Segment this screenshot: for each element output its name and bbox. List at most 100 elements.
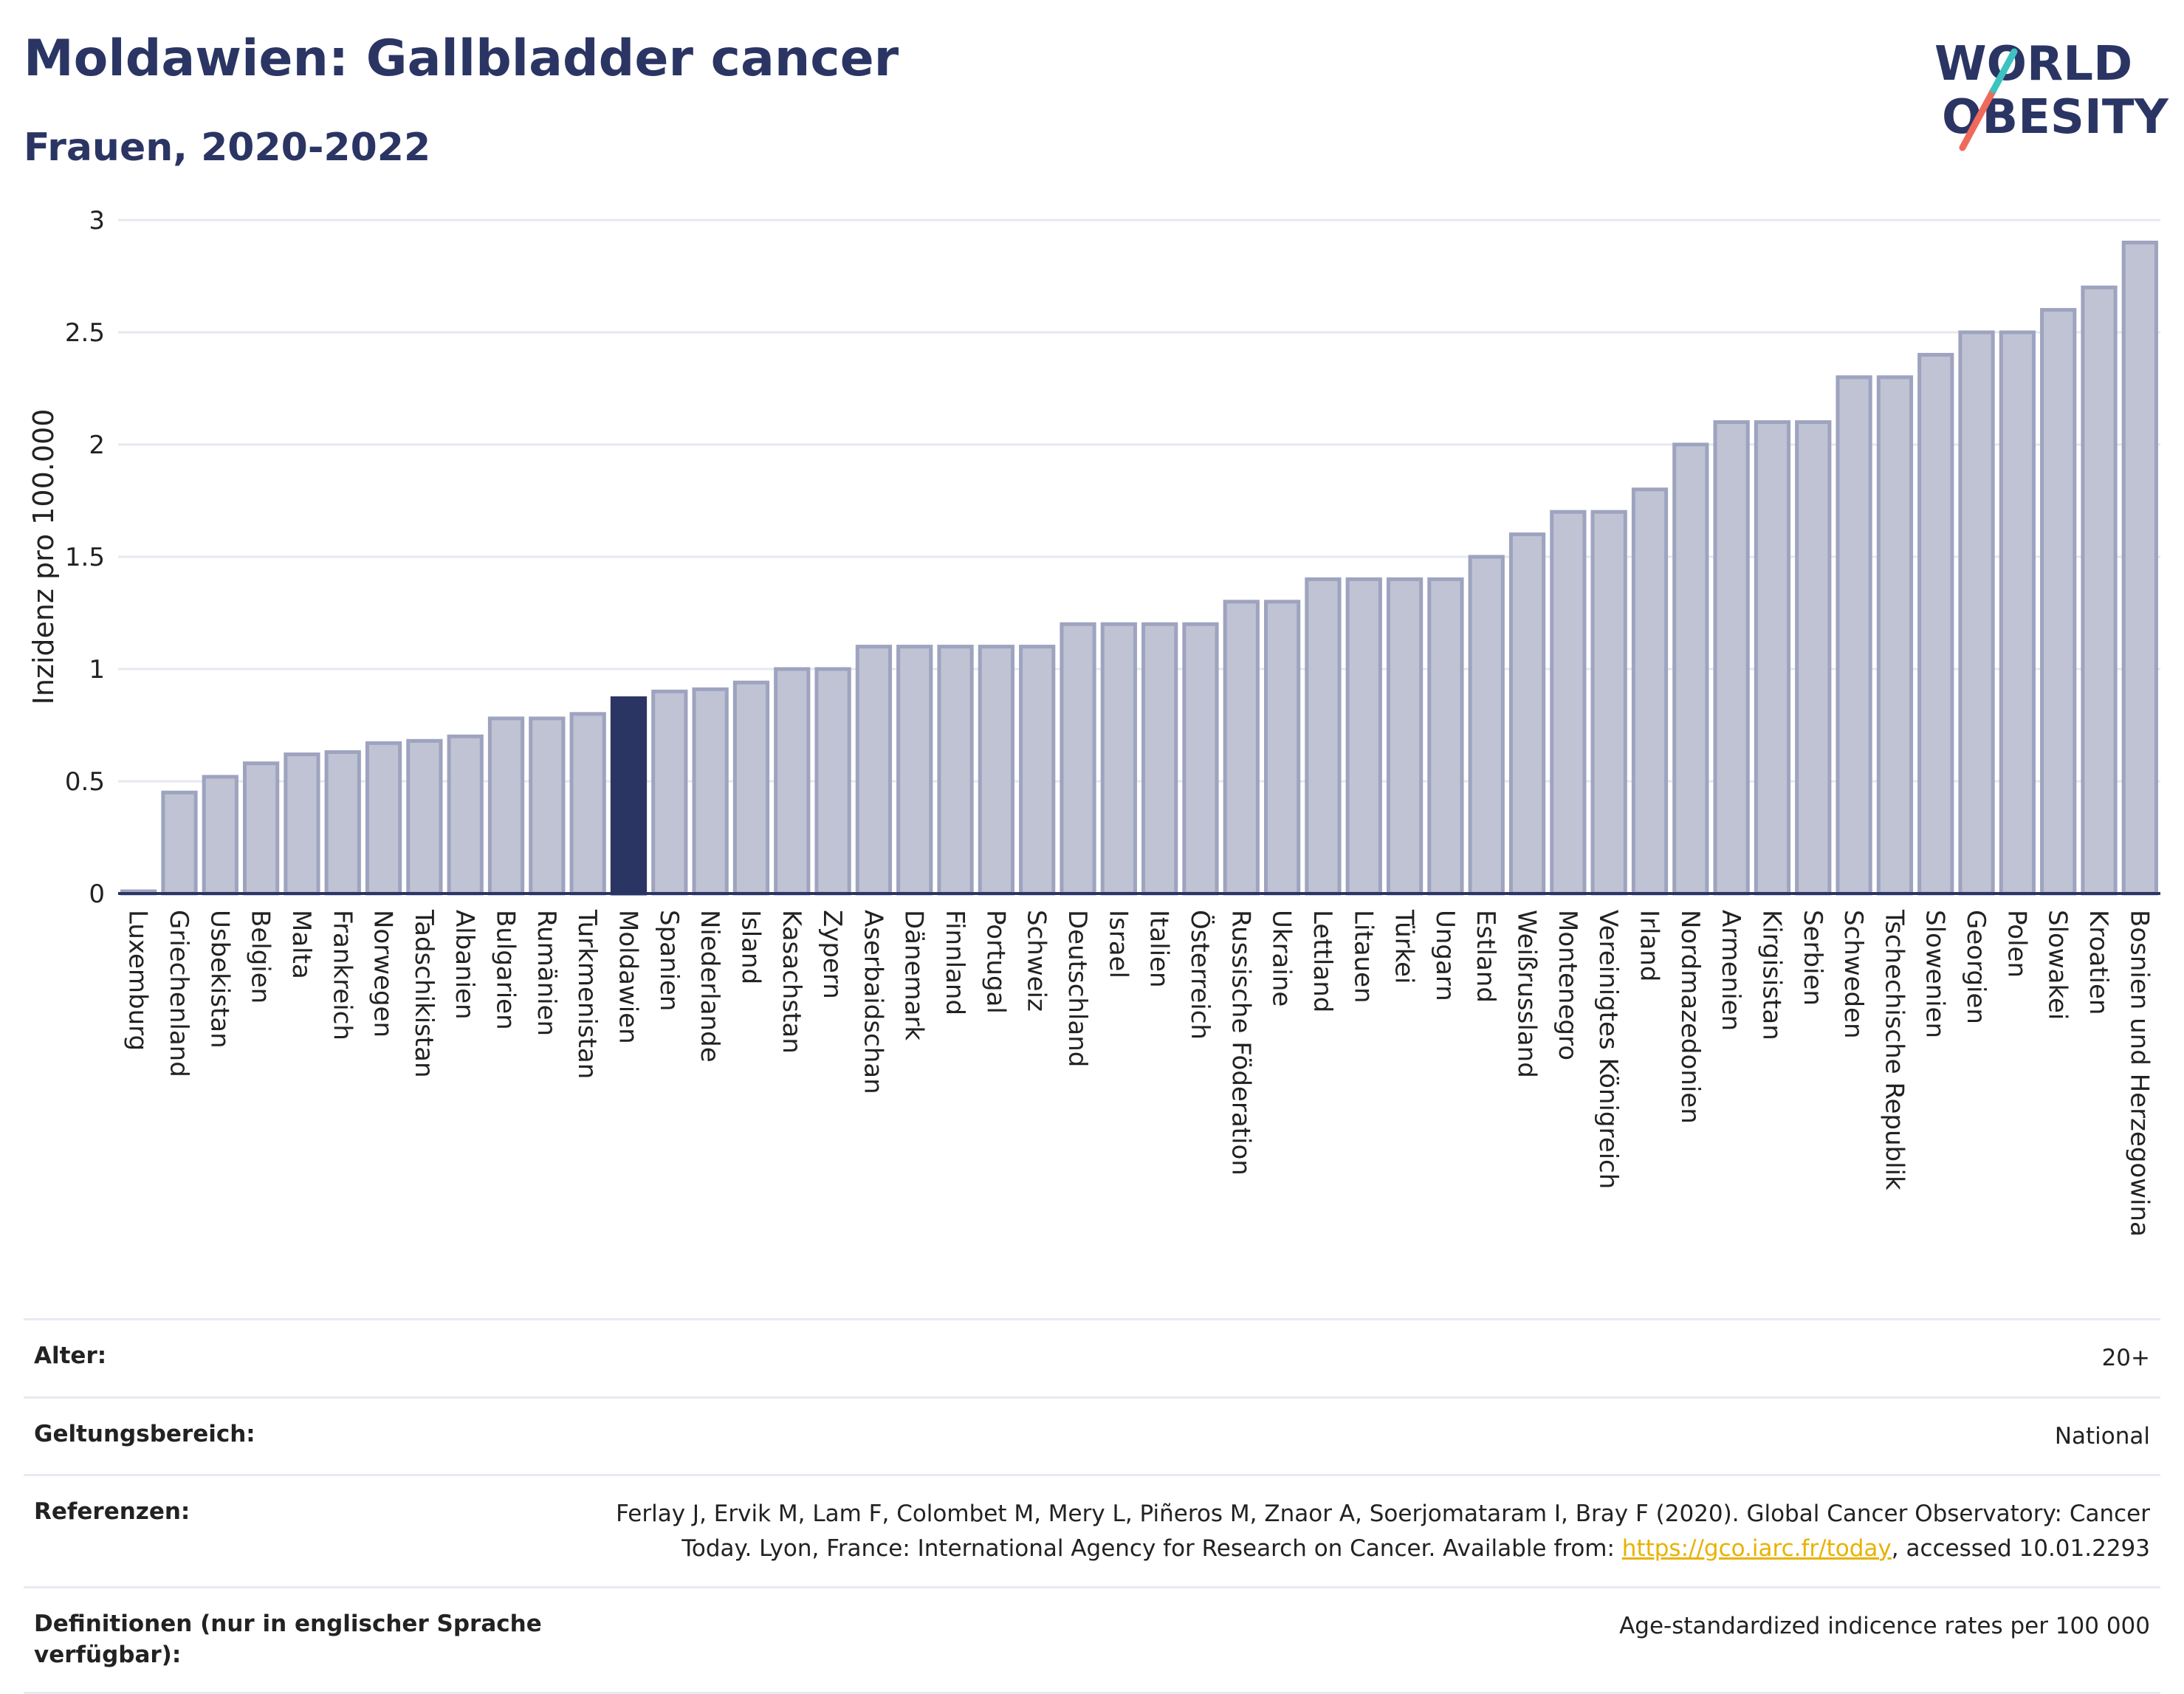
x-tick-label: Aserbaidschan — [858, 910, 887, 1094]
bar — [855, 645, 893, 896]
x-tick-label: Malta — [286, 910, 316, 979]
bar — [242, 761, 280, 896]
bar — [1590, 510, 1627, 896]
bar — [1550, 510, 1587, 896]
bar — [1263, 600, 1301, 896]
bar — [1836, 375, 1872, 896]
x-tick-label: Frankreich — [327, 910, 357, 1040]
x-tick-label: Island — [735, 910, 765, 984]
bar-chart: 0 0.5 1 1.5 2 2.5 3 Inzidenz pro 100.000 Luxembu… — [27, 206, 2160, 1237]
x-tick-label: Schweden — [1838, 910, 1868, 1039]
y-tick-label: 3 — [89, 206, 105, 236]
bar — [1876, 375, 1914, 896]
y-tick-label: 0 — [89, 879, 105, 909]
x-tick-label: Zypern — [817, 910, 847, 999]
x-tick-label: Montenegro — [1553, 910, 1582, 1060]
bar — [1468, 555, 1505, 896]
bar — [1999, 330, 2036, 896]
x-tick-label: Schweiz — [1022, 910, 1051, 1012]
x-tick-label: Kirgisistan — [1757, 910, 1786, 1040]
y-tick-label: 1 — [89, 655, 105, 685]
bar — [1672, 442, 1709, 896]
world-obesity-logo: WORLD OBESITY — [1934, 37, 2168, 151]
x-tick-label: Dänemark — [899, 910, 929, 1040]
references-suffix: , accessed 10.01.2293 — [1891, 1534, 2150, 1562]
meta-row-scope: Geltungsbereich: National — [24, 1396, 2160, 1475]
bar — [774, 667, 811, 896]
meta-label: Alter: — [34, 1342, 107, 1369]
bar — [610, 696, 648, 896]
x-tick-label: Norwegen — [368, 910, 398, 1038]
meta-value: 20+ — [2101, 1345, 2150, 1371]
bar — [1958, 330, 1995, 896]
bar — [1182, 622, 1219, 896]
meta-label: Definitionen (nur in englischer Sprache … — [34, 1611, 542, 1668]
bar — [692, 687, 729, 896]
bar — [1795, 420, 1832, 896]
bar — [732, 680, 770, 896]
x-tick-label: Slowakei — [2043, 910, 2073, 1020]
x-tick-label: Irland — [1635, 910, 1664, 981]
x-tick-label: Ukraine — [1267, 910, 1297, 1007]
x-tick-label: Türkei — [1390, 909, 1419, 984]
bar — [1100, 622, 1137, 896]
meta-value: National — [2054, 1422, 2150, 1450]
x-tick-label: Georgien — [1961, 910, 1991, 1024]
bar — [1508, 532, 1546, 896]
x-tick-label: Luxemburg — [123, 910, 153, 1051]
bar — [487, 716, 525, 896]
bar — [447, 734, 484, 896]
references-body: Ferlay J, Ervik M, Lam F, Colombet M, Me… — [616, 1501, 2150, 1562]
x-tick-label: Estland — [1471, 910, 1500, 1003]
references-text: Ferlay J, Ervik M, Lam F, Colombet M, Me… — [585, 1497, 2150, 1566]
x-tick-label: Polen — [2002, 910, 2031, 978]
bar — [2081, 285, 2118, 896]
references-link[interactable]: https://gco.iarc.fr/today — [1621, 1534, 1892, 1562]
page-title: Moldawien: Gallbladder cancer — [24, 30, 899, 88]
bar — [937, 645, 974, 896]
meta-row-references: Referenzen: Ferlay J, Ervik M, Lam F, Co… — [24, 1474, 2160, 1586]
logo-text-world: WORLD — [1934, 37, 2132, 92]
meta-row-definitions: Definitionen (nur in englischer Sprache … — [24, 1586, 2160, 1694]
bar — [406, 738, 443, 896]
x-tick-label: Kroatien — [2084, 910, 2113, 1015]
x-tick-label: Belgien — [246, 910, 275, 1004]
x-tick-label: Turkmenistan — [572, 909, 602, 1079]
x-tick-label: Lettland — [1308, 910, 1337, 1012]
x-tick-label: Bosnien und Herzegowina — [2124, 910, 2154, 1237]
meta-row-age: Alter: 20+ — [24, 1318, 2160, 1396]
bar — [2121, 240, 2158, 896]
bar — [202, 775, 238, 896]
x-tick-label: Litauen — [1348, 910, 1378, 1004]
bar — [651, 689, 688, 896]
bar — [1713, 420, 1750, 896]
bar — [896, 645, 933, 896]
x-tick-label: Albanien — [450, 910, 479, 1020]
x-tick-label: Griechenland — [164, 910, 193, 1077]
meta-label: Geltungsbereich: — [34, 1420, 255, 1447]
bar — [2040, 308, 2077, 896]
bar — [1019, 645, 1056, 896]
bar — [161, 790, 198, 896]
x-tick-label: Italien — [1144, 910, 1174, 988]
y-tick-label: 2.5 — [65, 318, 105, 348]
bar — [1305, 577, 1342, 896]
bar — [978, 645, 1015, 896]
x-tick-label: Österreich — [1185, 910, 1215, 1040]
x-tick-label: Nordmazedonien — [1675, 910, 1705, 1124]
x-tick-label: Tschechische Republik — [1879, 909, 1909, 1190]
bar — [1427, 577, 1464, 896]
metadata-table: Alter: 20+ Geltungsbereich: National Ref… — [24, 1318, 2160, 1694]
meta-label: Referenzen: — [34, 1498, 190, 1525]
y-tick-label: 0.5 — [65, 767, 105, 797]
bar — [365, 741, 402, 896]
bar — [284, 752, 320, 896]
bar — [529, 716, 566, 896]
meta-value: Age-standardized indicence rates per 100… — [1619, 1613, 2150, 1639]
x-tick-label: Kasachstan — [777, 910, 806, 1054]
bar — [324, 750, 361, 896]
x-tick-label: Rumänien — [532, 910, 561, 1036]
bar — [1345, 577, 1382, 896]
x-tick-label: Armenien — [1716, 910, 1745, 1031]
bar — [569, 712, 606, 896]
